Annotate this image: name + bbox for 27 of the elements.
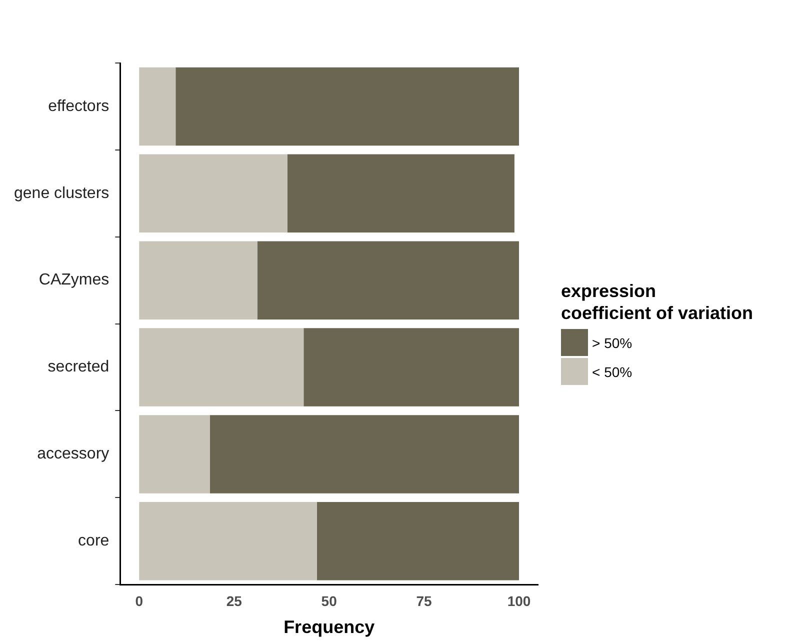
legend-label: < 50% xyxy=(592,364,632,380)
bar xyxy=(176,67,520,146)
bar xyxy=(210,415,520,494)
y-tick-label: effectors xyxy=(48,98,110,115)
bar xyxy=(139,502,317,580)
x-tick-label: 25 xyxy=(226,592,242,609)
bar xyxy=(139,241,258,320)
bar xyxy=(316,502,520,580)
y-tick-label: core xyxy=(78,532,110,550)
bar xyxy=(139,328,304,406)
bar xyxy=(139,415,210,494)
y-tick-label: accessory xyxy=(37,446,110,463)
y-tick-label: gene clusters xyxy=(14,184,110,202)
x-tick-label: 100 xyxy=(507,592,531,609)
x-axis-title: Frequency xyxy=(284,617,375,638)
x-tick-label: 75 xyxy=(416,592,432,609)
legend-title: expression coefficient of variation xyxy=(561,280,754,324)
bar xyxy=(257,241,520,320)
y-tick-label: CAZymes xyxy=(38,272,110,289)
x-tick-label: 50 xyxy=(321,592,338,609)
bar xyxy=(139,154,288,233)
bar xyxy=(304,328,520,406)
bar xyxy=(287,154,514,233)
x-tick-label: 0 xyxy=(135,592,144,609)
y-tick-label: secreted xyxy=(48,358,110,376)
legend-label: > 50% xyxy=(592,334,632,350)
bar xyxy=(139,67,176,146)
